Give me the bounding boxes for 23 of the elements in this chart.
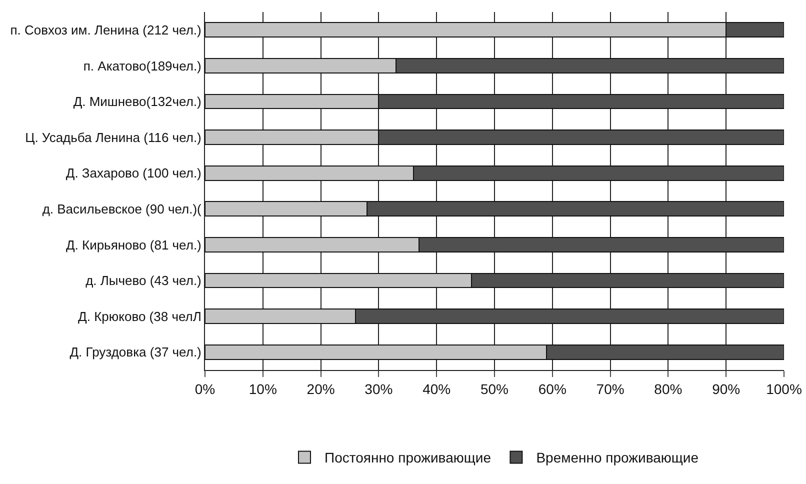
- x-tick-label: 30%: [364, 380, 393, 397]
- x-tick-label: 90%: [712, 380, 740, 397]
- y-tick-label: Д. Захарово (100 чел.): [66, 166, 202, 181]
- x-tick-label: 0%: [194, 380, 216, 397]
- y-tick-label: п. Совхоз им. Ленина (212 чел.): [10, 22, 202, 38]
- y-tick-label: д. Васильевское (90 чел.)(: [42, 201, 202, 216]
- y-tick-label: Д. Кирьяново (81 чел.): [66, 237, 202, 252]
- x-tick-label: 10%: [248, 380, 277, 397]
- y-tick-label: Д. Груздовка (37 чел.): [70, 344, 202, 360]
- x-tick-label: 70%: [596, 380, 624, 397]
- legend-label: Постоянно проживающие: [324, 450, 492, 466]
- x-tick-label: 50%: [480, 380, 509, 397]
- y-tick-label: п. Акатово(189чел.): [83, 58, 202, 74]
- y-tick-label: Ц. Усадьба Ленина (116 чел.): [25, 130, 202, 145]
- y-tick-label: Д. Мишнево(132чел.): [73, 94, 202, 110]
- legend-label: Временно проживающие: [536, 450, 699, 466]
- x-tick-label: 60%: [538, 380, 566, 397]
- y-tick-label: д. Лычево (43 чел.): [86, 273, 202, 288]
- x-tick-label: 40%: [422, 380, 451, 397]
- x-tick-label: 80%: [654, 380, 682, 397]
- x-tick-label: 100%: [766, 380, 802, 397]
- x-tick-label: 20%: [306, 380, 335, 397]
- y-tick-label: Д. Крюково (38 челЛ: [78, 308, 202, 324]
